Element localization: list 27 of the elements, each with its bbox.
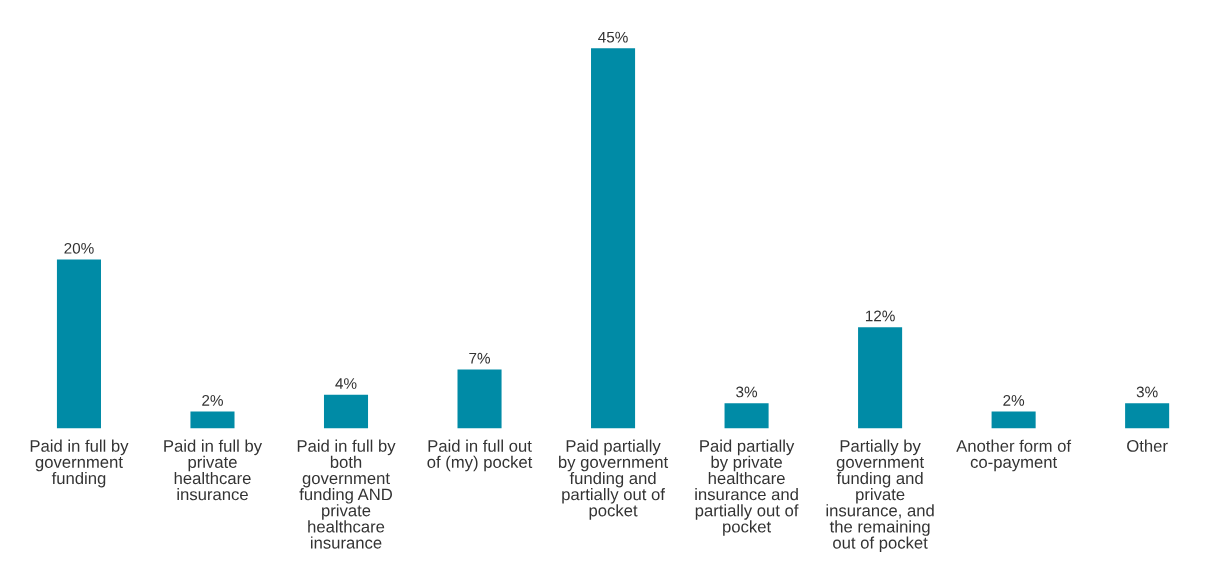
- bar: [1125, 403, 1170, 429]
- bar: [190, 411, 235, 429]
- data-label: 45%: [598, 31, 628, 43]
- data-label: 4%: [335, 378, 357, 389]
- data-label: 7%: [469, 352, 491, 364]
- x-tick-label: Paid in full by government funding: [30, 439, 129, 488]
- x-tick-label: Paid in full by private healthcare insurance: [164, 439, 263, 501]
- bar: [56, 259, 101, 429]
- bar: [323, 394, 369, 429]
- data-label: 20%: [64, 242, 94, 254]
- data-label: 3%: [1136, 386, 1158, 398]
- data-label: 2%: [202, 395, 223, 406]
- x-tick-label: Paid in full by both government funding AND private healthcare insurance: [297, 439, 396, 549]
- x-tick-label: Another form of co-payment: [956, 439, 1072, 472]
- x-tick-label: Paid in full out of (my) pocket: [427, 439, 533, 472]
- x-tick-label: Other: [1127, 439, 1168, 452]
- bar: [991, 411, 1036, 429]
- bar: [457, 369, 502, 429]
- bar: [591, 48, 636, 429]
- x-tick-label: Paid partially by private healthcare insurance and partially out of pocket: [695, 439, 799, 536]
- bar: [724, 403, 769, 429]
- data-label: 12%: [865, 310, 895, 322]
- data-label: 3%: [736, 386, 758, 398]
- x-tick-label: Paid partially by government funding and partially out of pocket: [559, 439, 669, 520]
- bar: [858, 327, 903, 429]
- x-tick-label: Partially by government funding and private insurance, and the remaining out of pocket: [826, 439, 934, 552]
- data-label: 2%: [1003, 395, 1025, 406]
